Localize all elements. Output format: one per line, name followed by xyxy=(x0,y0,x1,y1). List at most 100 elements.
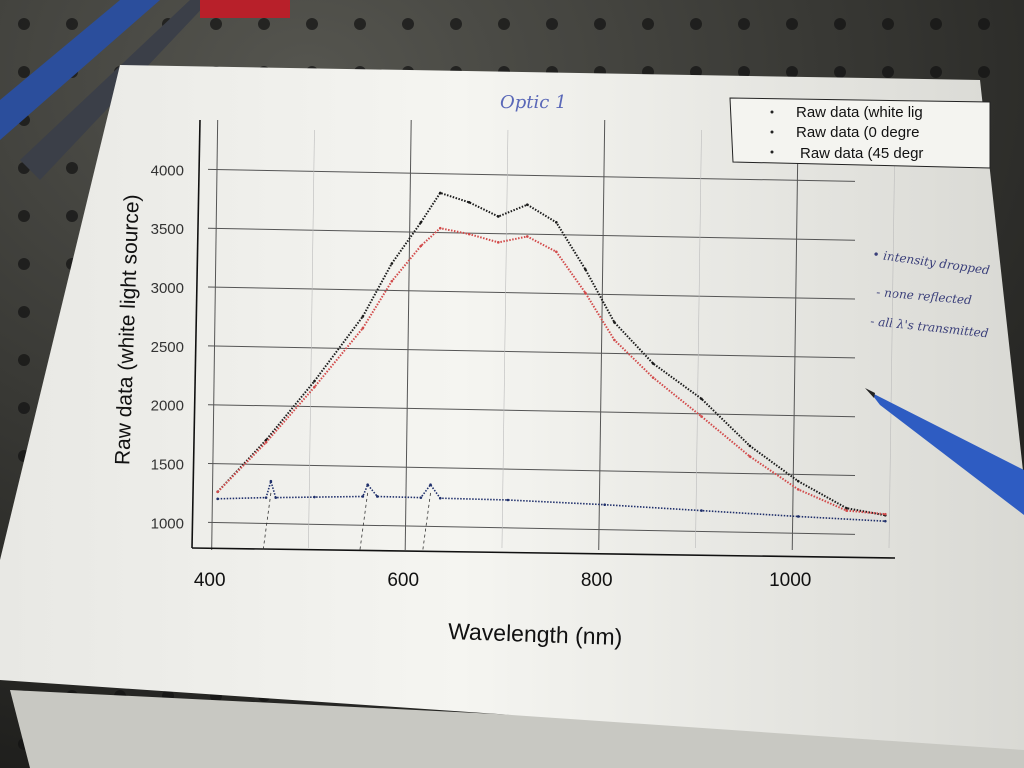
data-point xyxy=(526,203,529,207)
grid-line-y xyxy=(207,345,856,359)
x-tick-label: 1000 xyxy=(769,570,811,591)
legend-marker-0deg xyxy=(770,130,774,134)
data-point xyxy=(467,201,471,204)
grid-line-y xyxy=(207,463,856,477)
data-point xyxy=(884,519,887,523)
data-point xyxy=(274,496,278,499)
legend-entry-0deg: Raw data (0 degre xyxy=(796,124,919,141)
grid-line-x xyxy=(211,119,219,551)
x-tick-label: 800 xyxy=(581,570,613,591)
handwritten-title: Optic 1 xyxy=(500,92,567,113)
data-point xyxy=(438,496,442,500)
chart-series xyxy=(216,191,887,553)
minor-grid-line xyxy=(308,129,315,549)
data-point xyxy=(269,479,273,483)
data-point xyxy=(361,326,365,330)
data-point xyxy=(506,498,510,502)
data-point xyxy=(748,444,752,448)
data-point xyxy=(390,279,394,283)
chart-grid xyxy=(207,119,896,551)
data-point xyxy=(264,496,268,499)
data-point xyxy=(845,506,848,510)
paper-sheet xyxy=(0,65,1024,750)
y-tick-label: 1000 xyxy=(151,515,184,532)
y-axis-line xyxy=(191,119,201,549)
y-tick-label: 1500 xyxy=(151,457,184,474)
legend-marker-45deg xyxy=(770,150,774,154)
grid-line-x xyxy=(404,119,412,551)
series-line-2 xyxy=(217,478,886,522)
y-tick-label: 3000 xyxy=(151,280,184,297)
legend-entry-45deg: Raw data (45 degr xyxy=(800,145,923,162)
y-tick-label: 4000 xyxy=(151,162,184,179)
grid-line-y xyxy=(207,168,856,182)
data-point xyxy=(496,215,500,218)
y-tick-label: 3500 xyxy=(151,221,184,238)
data-point xyxy=(366,483,369,487)
legend-box xyxy=(729,97,991,169)
data-point xyxy=(555,221,558,224)
data-point xyxy=(613,321,616,324)
data-point xyxy=(584,268,587,271)
grid-line-y xyxy=(207,227,856,241)
data-point xyxy=(700,509,703,512)
x-tick-label: 400 xyxy=(194,570,226,591)
minor-grid-line xyxy=(695,129,702,549)
data-point xyxy=(796,488,800,491)
data-point xyxy=(390,262,394,265)
data-point xyxy=(651,362,655,365)
chart-tick-labels: 400 600 800 1000 1000 1500 2000 2500 3000 3500 400… xyxy=(151,162,812,591)
data-point xyxy=(313,379,316,383)
chart-axes xyxy=(191,119,896,559)
data-point xyxy=(651,376,655,379)
data-point xyxy=(700,397,703,401)
data-point xyxy=(419,221,423,224)
data-point xyxy=(438,191,442,195)
chart-legend: Raw data (white lig Raw data (0 degre Ra… xyxy=(729,97,991,169)
grid-line-y xyxy=(207,404,856,418)
data-point xyxy=(216,490,219,494)
data-point xyxy=(361,495,365,498)
data-point xyxy=(264,438,268,442)
data-point xyxy=(496,241,500,244)
data-point xyxy=(467,232,471,236)
grid-line-y xyxy=(207,521,856,535)
grid-line-y xyxy=(207,286,856,300)
data-point xyxy=(845,509,848,512)
legend-entry-white: Raw data (white lig xyxy=(796,104,923,121)
data-point xyxy=(884,512,887,516)
data-point xyxy=(438,226,442,230)
data-point xyxy=(796,515,800,518)
data-point xyxy=(603,503,607,507)
data-point xyxy=(313,385,316,389)
data-point xyxy=(216,497,219,501)
data-point xyxy=(555,250,558,254)
data-point xyxy=(429,483,432,487)
data-point xyxy=(796,479,800,483)
data-point xyxy=(419,244,423,248)
data-point xyxy=(526,235,529,238)
minor-grid-line xyxy=(501,129,509,549)
data-point xyxy=(613,338,616,342)
data-point xyxy=(313,495,316,499)
y-tick-label: 2500 xyxy=(151,339,184,356)
data-point xyxy=(361,315,365,318)
x-axis-label: Wavelength (nm) xyxy=(448,618,623,650)
chart-plot: 400 600 800 1000 1000 1500 2000 2500 3000 3500 400… xyxy=(151,119,896,591)
data-point xyxy=(748,455,752,458)
data-point xyxy=(264,441,268,444)
data-point xyxy=(700,415,703,418)
x-tick-label: 600 xyxy=(387,570,419,591)
minor-grid-line xyxy=(888,129,896,549)
blue-pen-right xyxy=(865,388,1024,515)
grid-line-x xyxy=(598,119,606,551)
data-point xyxy=(584,291,587,295)
red-cloth xyxy=(200,0,290,18)
peak-marker xyxy=(262,492,272,553)
paper-stack xyxy=(10,690,1024,768)
peak-marker xyxy=(359,492,369,553)
data-point xyxy=(419,496,423,499)
legend-marker-white xyxy=(770,110,774,114)
x-axis-line xyxy=(191,547,896,559)
